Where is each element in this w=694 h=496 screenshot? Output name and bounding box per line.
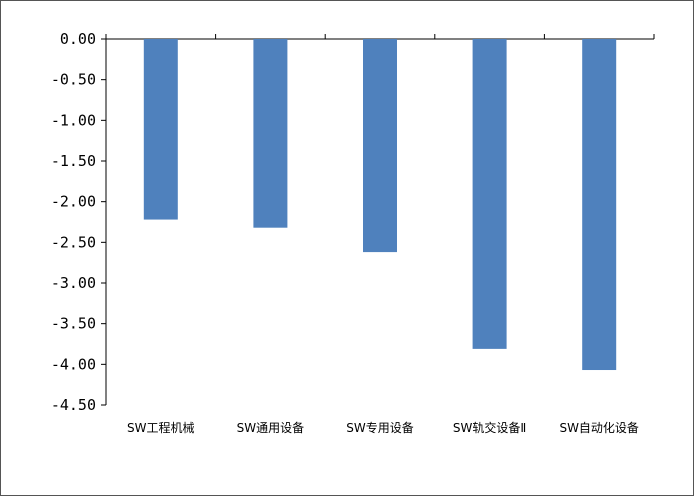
category-labels: SW工程机械 SW通用设备 SW专用设备 SW轨交设备Ⅱ SW自动化设备 <box>127 420 639 435</box>
y-tick-label: -2.50 <box>51 233 96 251</box>
y-tick-label: -4.50 <box>51 396 96 414</box>
bar <box>143 39 178 220</box>
bar-series <box>143 39 617 371</box>
category-label: SW工程机械 <box>127 420 194 435</box>
y-tick-label: -4.00 <box>51 355 96 373</box>
y-axis: 0.00 -0.50 -1.00 -1.50 -2.00 -2.50 -3.00 -3.50 -… <box>51 30 107 414</box>
bar <box>472 39 507 349</box>
x-axis <box>105 34 655 40</box>
category-label: SW自动化设备 <box>559 421 638 435</box>
y-tick-label: -0.50 <box>51 71 96 89</box>
y-tick-label: -1.00 <box>51 111 96 129</box>
y-tick-label: -1.50 <box>51 152 96 170</box>
category-label: SW轨交设备Ⅱ <box>453 420 526 435</box>
y-tick-label: -3.00 <box>51 274 96 292</box>
y-tick-label: -3.50 <box>51 315 96 333</box>
y-tick-label: -2.00 <box>51 193 96 211</box>
category-label: SW通用设备 <box>237 421 304 435</box>
category-label: SW专用设备 <box>346 420 413 435</box>
bar <box>582 39 617 371</box>
bar <box>363 39 397 253</box>
y-tick-label: 0.00 <box>60 30 96 48</box>
bar <box>253 39 288 228</box>
